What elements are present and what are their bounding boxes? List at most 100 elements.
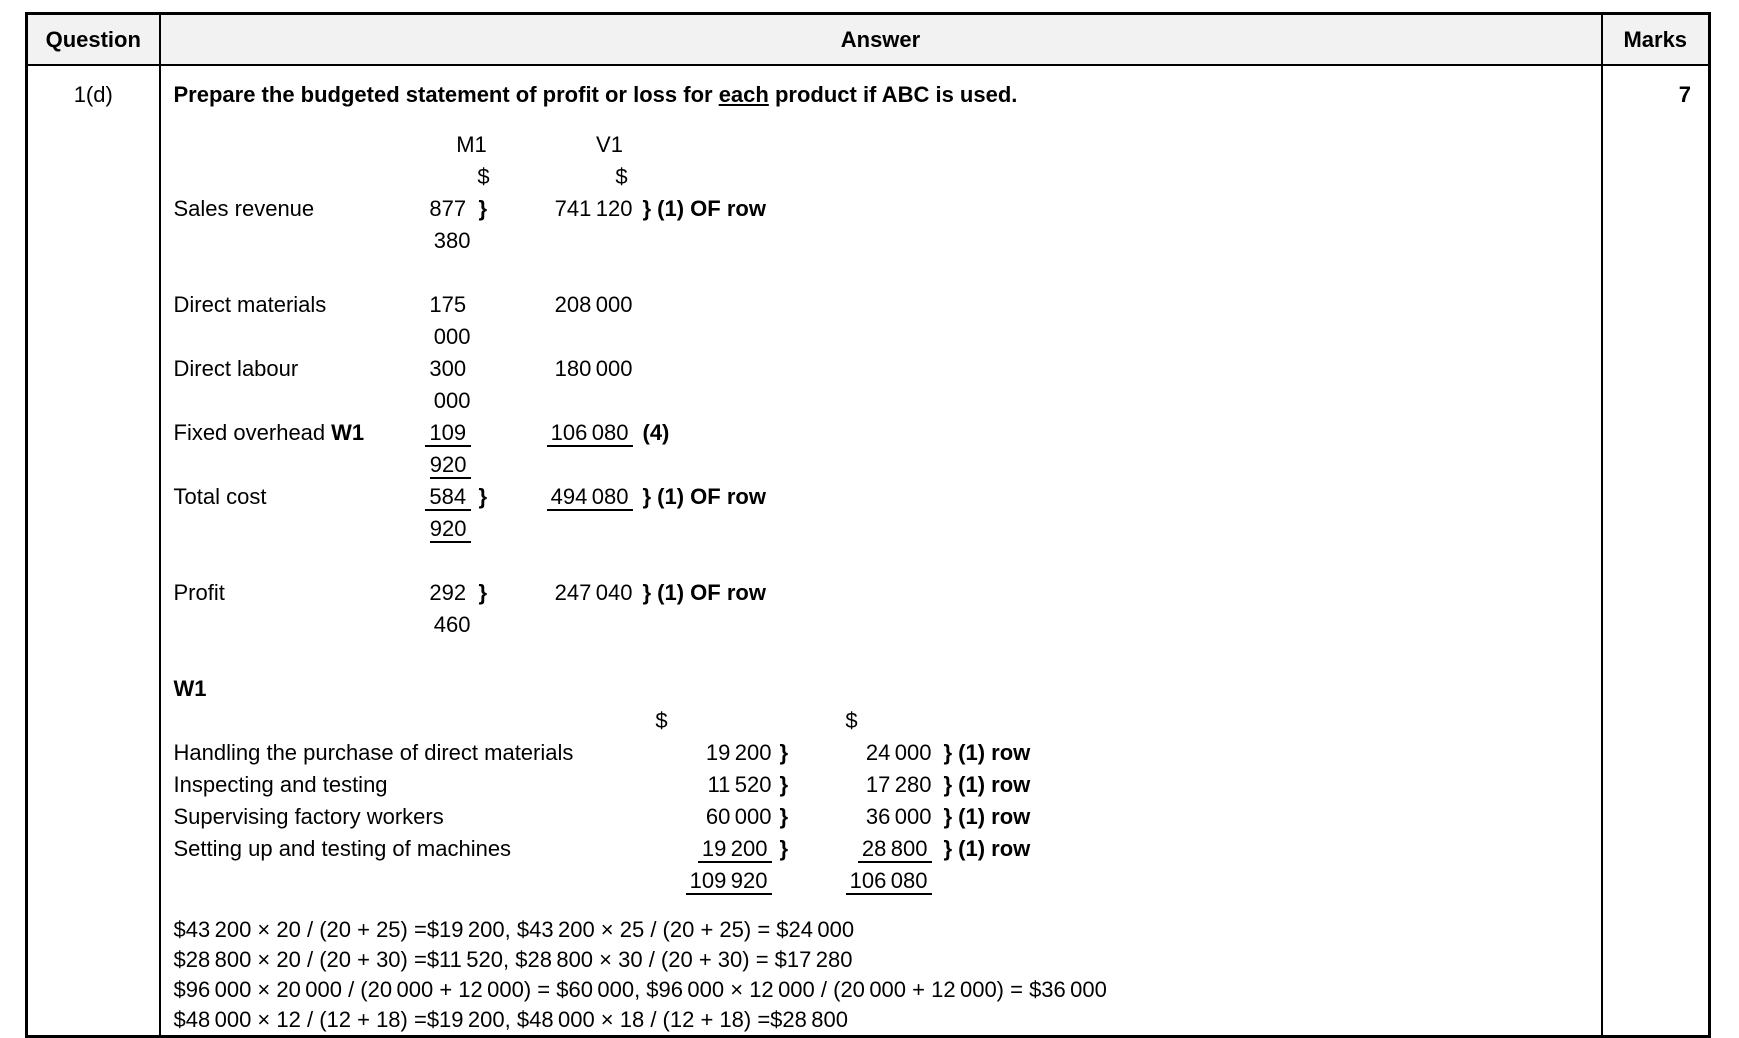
m1-value: 292 460 [429, 580, 471, 637]
col1-brace: } [779, 740, 789, 765]
row-label: Fixed overhead W1 [173, 420, 365, 445]
m1-value: 584 920 [397, 481, 471, 545]
blank-line [174, 545, 1585, 577]
row-label: Setting up and testing of machines [173, 836, 512, 861]
col1-brace [772, 865, 807, 897]
statement-row-direct-labour: Direct labour 300 000 180 000 [174, 353, 1585, 417]
row-label: Supervising factory workers [173, 804, 444, 829]
statement-row-sales-revenue: Sales revenue 877 380 } 741 120 } (1) OF… [174, 193, 1585, 257]
header-question: Question [25, 12, 161, 66]
row-label: Inspecting and testing [173, 772, 388, 797]
marking-note: } (1) row [943, 804, 1031, 829]
row-label [174, 865, 604, 897]
col1-brace: } [779, 836, 789, 861]
blank-line [174, 641, 1585, 673]
statement-row-total-cost: Total cost 584 920 } 494 080 } (1) OF ro… [174, 481, 1585, 545]
v1-value: 106 080 [503, 417, 633, 481]
col2-value: 17 280 [865, 772, 932, 797]
v1-value: 247 040 [554, 580, 633, 605]
col1-total: 109 920 [604, 865, 772, 897]
question-title: Prepare the budgeted statement of profit… [174, 79, 1585, 111]
title-tail: product if ABC is used. [768, 82, 1018, 107]
m1-brace [471, 289, 503, 353]
marks-value: 7 [1678, 82, 1691, 107]
working-totals-row: 109 920 106 080 [174, 865, 1585, 897]
v1-value: 208 000 [554, 292, 633, 317]
marking-note: (4) [642, 420, 670, 445]
row-label: Direct materials [173, 292, 327, 317]
col2-value: 36 000 [865, 804, 932, 829]
question-id: 1(d) [73, 82, 113, 107]
col2-total: 106 080 [807, 865, 932, 897]
answer-row: 1(d) Prepare the budgeted statement of p… [25, 64, 1711, 1038]
m1-brace: } [478, 580, 488, 605]
currency-symbol-col1: $ [655, 708, 668, 733]
statement-row-fixed-overhead: Fixed overhead W1 109 920 106 080 (4) [174, 417, 1585, 481]
row-label: Direct labour [173, 356, 299, 381]
statement-row-profit: Profit 292 460 } 247 040 } (1) OF row [174, 577, 1585, 641]
question-id-cell: 1(d) [25, 64, 161, 1038]
m1-brace: } [478, 196, 488, 221]
col1-value: 19 200 [604, 833, 772, 865]
mark-scheme-table: Question Answer Marks 1(d) Prepare the b… [25, 12, 1711, 1038]
statement-currency-header-row: $ $ [174, 161, 1585, 193]
col1-brace: } [779, 804, 789, 829]
marks-cell: 7 [1600, 64, 1711, 1038]
col2-value: 28 800 [807, 833, 932, 865]
calculation-line-2: $28 800 × 20 / (20 + 30) =$11 520, $28 8… [173, 947, 853, 972]
marking-note [633, 353, 1585, 417]
m1-brace [471, 353, 503, 417]
answer-cell: Prepare the budgeted statement of profit… [158, 64, 1603, 1038]
m1-value: 877 380 [429, 196, 471, 253]
working-reference: W1 [331, 420, 365, 445]
marking-note: } (1) OF row [642, 196, 766, 221]
marking-note: } (1) row [943, 740, 1031, 765]
marking-note: } (1) OF row [642, 484, 766, 509]
header-marks: Marks [1600, 12, 1711, 66]
working-row-setting-up: Setting up and testing of machines 19 20… [174, 833, 1585, 865]
statement-product-header-row: M1 V1 [174, 129, 1585, 161]
v1-value: 180 000 [554, 356, 633, 381]
marking-note: } (1) row [943, 772, 1031, 797]
statement-row-direct-materials: Direct materials 175 000 208 000 [174, 289, 1585, 353]
column-header-v1: V1 [596, 132, 623, 157]
m1-brace [471, 417, 503, 481]
currency-symbol-v1: $ [615, 164, 628, 189]
row-label: Profit [173, 580, 225, 605]
col1-value: 19 200 [705, 740, 772, 765]
header-answer: Answer [158, 12, 1603, 66]
row-label: Handling the purchase of direct material… [173, 740, 574, 765]
calculation-line-3: $96 000 × 20 000 / (20 000 + 12 000) = $… [173, 977, 1107, 1002]
m1-brace: } [478, 484, 488, 509]
m1-value: 300 000 [429, 356, 471, 413]
table-header-row: Question Answer Marks [25, 12, 1711, 66]
calculation-line-4: $48 000 × 12 / (12 + 18) =$19 200, $48 0… [173, 1007, 849, 1032]
working-row-supervising: Supervising factory workers 60 000 } 36 … [174, 801, 1585, 833]
row-label: Total cost [173, 484, 267, 509]
working-row-handling: Handling the purchase of direct material… [174, 737, 1585, 769]
col1-value: 60 000 [705, 804, 772, 829]
v1-value: 741 120 [554, 196, 633, 221]
marking-note: } (1) OF row [642, 580, 766, 605]
blank-line [174, 897, 1585, 915]
currency-symbol-col2: $ [845, 708, 858, 733]
column-header-m1: M1 [456, 132, 487, 157]
currency-symbol-m1: $ [477, 164, 490, 189]
title-underlined-word: each [718, 82, 769, 107]
m1-value: 175 000 [429, 292, 471, 349]
title-lead: Prepare the budgeted statement of profit… [173, 82, 719, 107]
m1-value: 109 920 [397, 417, 471, 481]
col2-value: 24 000 [865, 740, 932, 765]
marking-note: } (1) row [943, 836, 1031, 861]
marking-note [633, 289, 1585, 353]
calculation-line-1: $43 200 × 20 / (20 + 25) =$19 200, $43 2… [173, 917, 855, 942]
working-row-inspecting: Inspecting and testing 11 520 } 17 280 }… [174, 769, 1585, 801]
marking-note [932, 865, 1585, 897]
v1-value: 494 080 [503, 481, 633, 545]
row-label: Sales revenue [173, 196, 315, 221]
blank-line [174, 257, 1585, 289]
working-heading: W1 [173, 676, 207, 701]
working-currency-header-row: $ $ [174, 705, 1585, 737]
col1-brace: } [779, 772, 789, 797]
col1-value: 11 520 [707, 772, 772, 797]
